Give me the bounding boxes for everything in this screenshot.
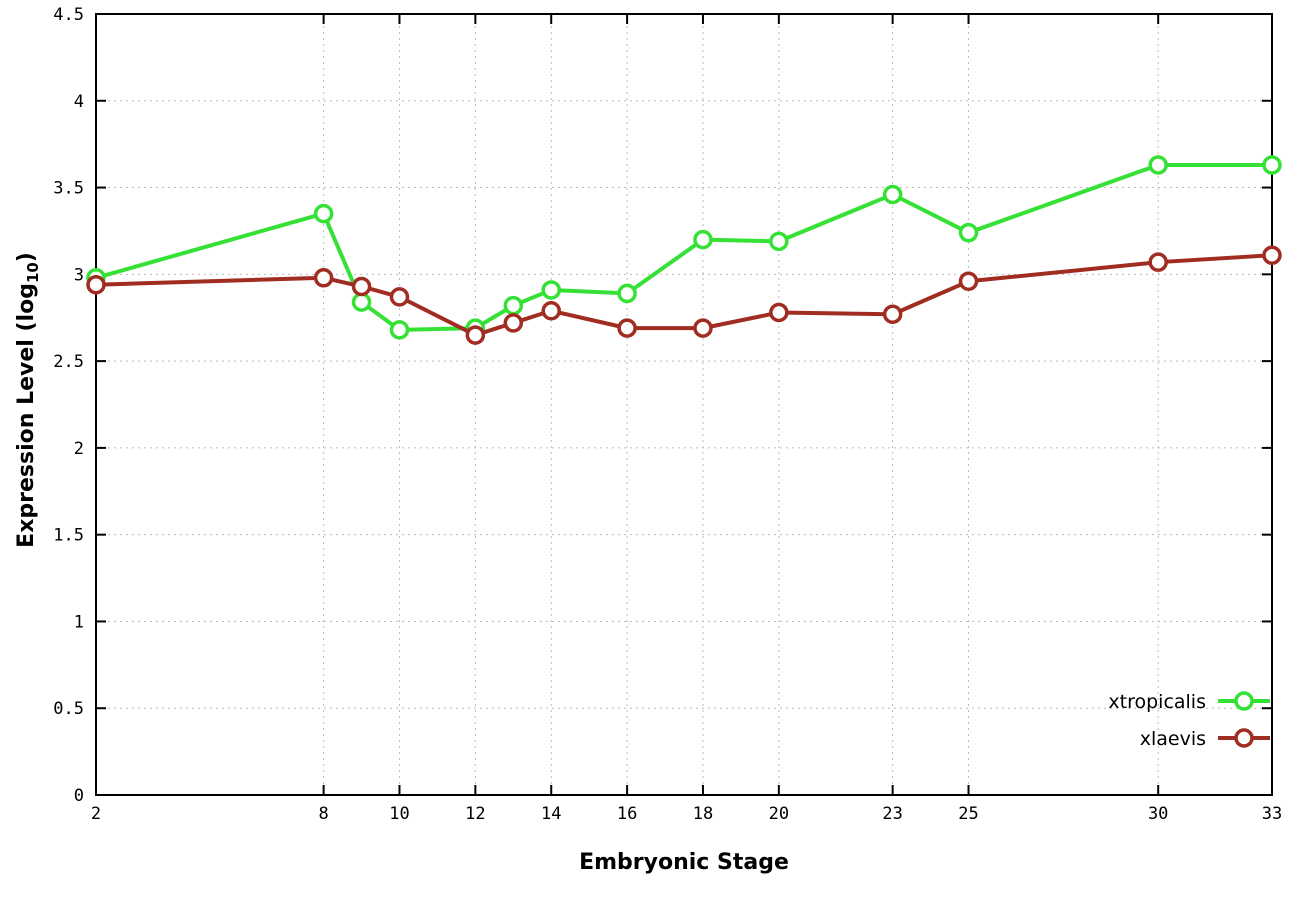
- x-tick-label: 14: [541, 804, 561, 824]
- legend-samples: [1218, 691, 1270, 748]
- data-point-xtropicalis: [351, 292, 372, 312]
- series-layer: [86, 155, 1282, 345]
- x-tick-label: 2: [91, 804, 101, 824]
- data-point-xlaevis: [769, 302, 789, 323]
- data-point-xtropicalis: [1262, 155, 1282, 175]
- data-point-xlaevis: [617, 318, 637, 338]
- data-point-xtropicalis: [693, 229, 713, 250]
- x-tick-label: 10: [389, 804, 409, 824]
- data-point-xlaevis: [503, 313, 524, 333]
- legend-sample-marker-xtropicalis: [1234, 691, 1254, 711]
- data-point-xlaevis: [86, 274, 106, 295]
- y-axis-label-main: Expression Level (log: [13, 283, 39, 548]
- x-tick-label: 25: [958, 804, 978, 824]
- y-tick-label: 2.5: [53, 352, 84, 372]
- y-tick-label: 1: [74, 612, 84, 632]
- data-point-xtropicalis: [1148, 155, 1168, 175]
- x-tick-label: 23: [882, 804, 902, 824]
- data-point-xtropicalis: [503, 295, 524, 316]
- y-tick-label: 1.5: [53, 526, 84, 546]
- legend: xtropicalis xlaevis: [1108, 691, 1270, 750]
- x-axis-label: Embryonic Stage: [579, 850, 789, 875]
- data-point-xlaevis: [693, 318, 713, 338]
- data-point-xlaevis: [389, 287, 410, 307]
- data-point-xlaevis: [313, 268, 334, 288]
- x-tick-label: 18: [693, 804, 713, 824]
- axis-layer: [95, 13, 1273, 796]
- data-point-xtropicalis: [958, 222, 979, 243]
- x-tick-label: 8: [318, 804, 328, 824]
- x-tick-label: 12: [465, 804, 485, 824]
- data-point-xlaevis: [1148, 252, 1168, 272]
- y-axis-label: Expression Level (log10): [14, 252, 42, 548]
- y-axis-label-subscript: 10: [24, 262, 43, 284]
- series-line-xlaevis: [94, 253, 1274, 338]
- y-tick-label: 3: [74, 265, 84, 285]
- data-point-xlaevis: [541, 301, 561, 321]
- y-tick-label: 0: [74, 786, 84, 806]
- data-point-xlaevis: [1262, 245, 1282, 265]
- data-point-xtropicalis: [541, 280, 561, 300]
- x-tick-label: 30: [1148, 804, 1168, 824]
- legend-label-xlaevis: xlaevis: [1140, 728, 1206, 750]
- y-axis-label-close: ): [13, 252, 39, 263]
- series-line-xtropicalis: [94, 162, 1274, 332]
- data-point-xtropicalis: [769, 231, 789, 252]
- x-tick-label: 20: [769, 804, 789, 824]
- tick-label-layer: 2 8 10 12 14 16 18 20 23 25 30 33 0 0.5 1 1.5 2 2.5 3 3.5 4 4…: [53, 5, 1282, 824]
- y-tick-label: 2: [74, 439, 84, 459]
- data-point-xtropicalis: [617, 283, 637, 304]
- data-point-xtropicalis: [389, 320, 410, 340]
- y-tick-label: 4.5: [53, 5, 84, 25]
- data-point-xlaevis: [882, 304, 903, 325]
- data-point-xlaevis: [958, 271, 979, 292]
- y-tick-label: 3.5: [53, 179, 84, 199]
- legend-sample-marker-xlaevis: [1234, 728, 1254, 748]
- x-tick-label: 16: [617, 804, 637, 824]
- grid-layer: [95, 13, 1273, 796]
- data-point-xlaevis: [465, 325, 486, 345]
- y-tick-label: 4: [74, 92, 84, 112]
- x-tick-label: 33: [1262, 804, 1282, 824]
- y-tick-label: 0.5: [53, 699, 84, 719]
- data-point-xlaevis: [351, 276, 372, 297]
- data-point-xtropicalis: [882, 184, 903, 205]
- data-point-xtropicalis: [313, 203, 334, 224]
- plot-border: [95, 13, 1273, 796]
- legend-label-xtropicalis: xtropicalis: [1108, 691, 1206, 713]
